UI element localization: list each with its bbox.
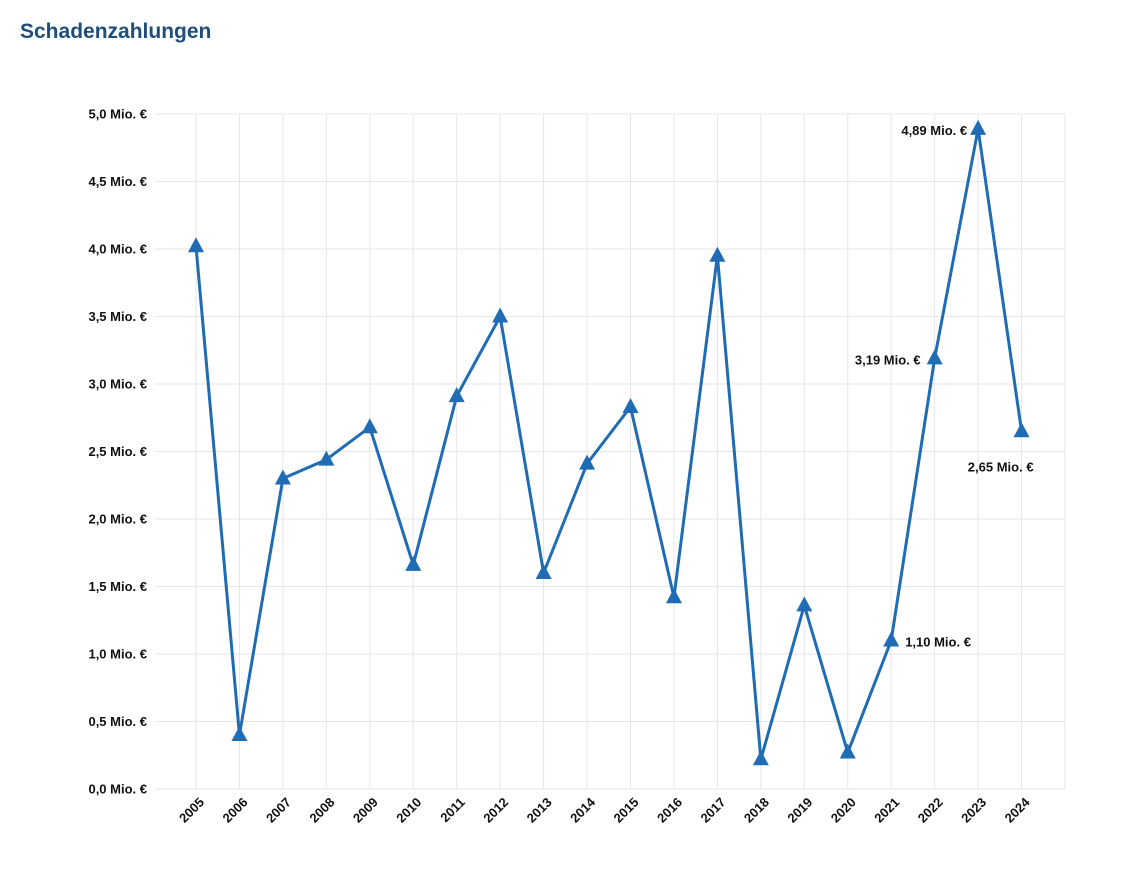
data-point-marker xyxy=(231,726,248,741)
y-tick-label: 1,0 Mio. € xyxy=(88,647,147,662)
data-label: 1,10 Mio. € xyxy=(905,635,971,650)
x-tick-label: 2020 xyxy=(828,795,859,826)
x-tick-label: 2022 xyxy=(915,795,946,826)
y-tick-label: 1,5 Mio. € xyxy=(88,579,147,594)
y-tick-label: 2,5 Mio. € xyxy=(88,444,147,459)
data-point-marker xyxy=(970,119,987,135)
x-tick-label: 2011 xyxy=(437,795,468,826)
data-point-marker xyxy=(405,555,422,571)
x-tick-label: 2019 xyxy=(784,795,815,826)
data-label: 3,19 Mio. € xyxy=(855,352,921,367)
y-tick-label: 2,0 Mio. € xyxy=(88,512,147,527)
x-tick-label: 2014 xyxy=(567,794,599,826)
series-line xyxy=(194,127,1024,761)
data-point-marker xyxy=(274,469,291,485)
data-point-marker xyxy=(1013,422,1030,438)
data-point-marker xyxy=(926,349,943,365)
x-tick-label: 2021 xyxy=(871,795,902,826)
y-tick-label: 0,5 Mio. € xyxy=(88,714,147,729)
series-line-layer xyxy=(194,127,1024,761)
y-tick-label: 3,5 Mio. € xyxy=(88,309,147,324)
x-tick-label: 2024 xyxy=(1002,794,1034,826)
x-tick-label: 2018 xyxy=(741,795,772,826)
data-point-marker xyxy=(883,631,900,647)
y-tick-label: 4,5 Mio. € xyxy=(88,174,147,189)
data-point-marker xyxy=(622,397,639,413)
data-point-marker xyxy=(492,307,509,323)
data-point-marker xyxy=(796,596,813,612)
data-point-marker xyxy=(709,246,726,262)
x-tick-label: 2013 xyxy=(524,795,555,826)
y-tick-label: 3,0 Mio. € xyxy=(88,377,147,392)
data-label: 4,89 Mio. € xyxy=(901,123,967,138)
y-tick-label: 0,0 Mio. € xyxy=(88,782,147,797)
y-tick-label: 4,0 Mio. € xyxy=(88,242,147,257)
data-points xyxy=(188,119,1030,766)
data-point-marker xyxy=(318,450,335,466)
chart-title: Schadenzahlungen xyxy=(20,20,212,43)
x-axis-ticks: 2005 2006 2007 2008 2009 2010 2011 2012 2013 2014… xyxy=(176,794,1033,826)
x-tick-label: 2006 xyxy=(220,795,251,826)
data-point-marker xyxy=(665,588,682,604)
data-labels: 1,10 Mio. € 3,19 Mio. € 4,89 Mio. € 2,65 Mi… xyxy=(855,123,1034,650)
x-tick-label: 2005 xyxy=(176,795,207,826)
grid xyxy=(155,113,1066,790)
x-tick-label: 2012 xyxy=(480,795,511,826)
x-tick-label: 2017 xyxy=(697,795,728,826)
data-point-marker xyxy=(535,564,552,579)
data-point-marker xyxy=(752,750,769,766)
data-point-marker xyxy=(188,237,204,253)
data-point-marker xyxy=(361,418,378,434)
data-point-marker xyxy=(448,387,465,403)
x-tick-label: 2009 xyxy=(350,795,381,826)
y-tick-label: 5,0 Mio. € xyxy=(88,107,147,122)
x-tick-label: 2015 xyxy=(611,795,642,826)
data-point-marker xyxy=(839,743,856,759)
data-point-marker xyxy=(579,454,596,470)
x-tick-label: 2016 xyxy=(654,795,685,826)
x-tick-label: 2010 xyxy=(393,795,424,826)
x-tick-label: 2007 xyxy=(263,795,294,826)
y-axis-ticks: 0,0 Mio. € 0,5 Mio. € 1,0 Mio. € 1,5 Mio. €… xyxy=(88,107,147,797)
x-tick-label: 2023 xyxy=(958,795,989,826)
x-tick-label: 2008 xyxy=(306,795,337,826)
data-label: 2,65 Mio. € xyxy=(968,459,1034,474)
